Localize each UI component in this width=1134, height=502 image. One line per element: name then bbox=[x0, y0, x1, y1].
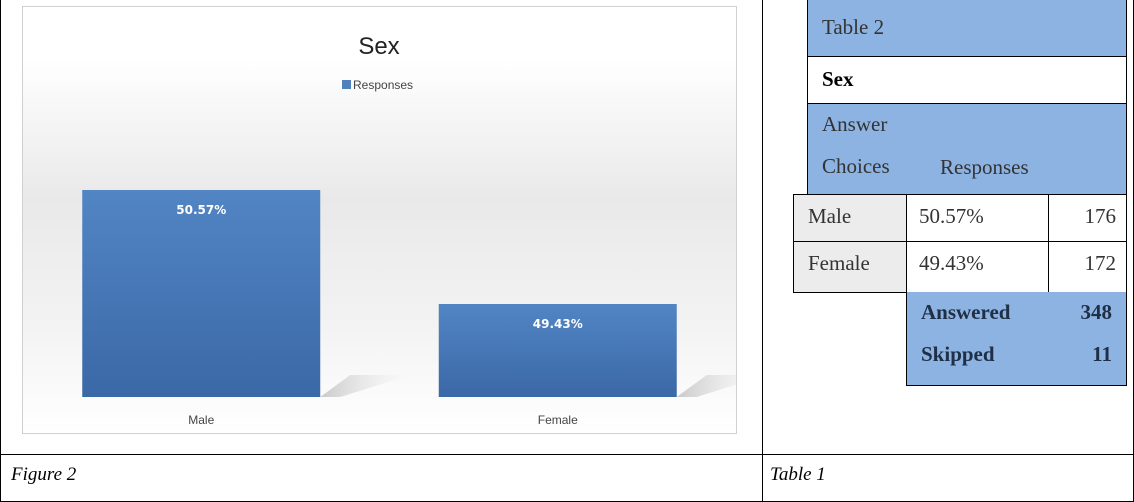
row-male-choice: Male bbox=[793, 194, 906, 241]
row-female-count: 172 bbox=[1048, 241, 1127, 293]
header-responses: Responses bbox=[940, 155, 1029, 179]
legend-swatch bbox=[342, 80, 351, 89]
skipped-value: 11 bbox=[1092, 342, 1112, 366]
summary-cell: Answered 348 Skipped 11 bbox=[906, 292, 1127, 386]
category-label-male: Male bbox=[188, 413, 214, 427]
category-label-female: Female bbox=[538, 413, 578, 427]
column-divider bbox=[762, 0, 763, 502]
bar-shadow-male bbox=[320, 375, 411, 397]
bar-chart: Sex Responses 50.57% Male 49.43% Female bbox=[82, 33, 736, 427]
caption-row-divider bbox=[0, 454, 1134, 455]
table-subheading-cell: Sex bbox=[807, 56, 1127, 103]
table-header-cell: Answer Choices Responses bbox=[807, 103, 1127, 194]
answered-value: 348 bbox=[1080, 300, 1113, 324]
row-female-percent: 49.43% bbox=[906, 241, 1048, 293]
row-male-percent: 50.57% bbox=[906, 194, 1048, 241]
figure-caption: Figure 2 bbox=[11, 464, 77, 485]
row-female-percent-text: 49.43% bbox=[919, 251, 984, 275]
table-heading: Table 2 bbox=[822, 15, 885, 39]
bar-shadow-female bbox=[676, 375, 736, 397]
row-male-choice-text: Male bbox=[808, 204, 852, 228]
answered-label: Answered bbox=[921, 300, 1011, 324]
table-caption: Table 1 bbox=[770, 464, 826, 485]
header-answer: Answer bbox=[822, 112, 888, 136]
row-female-count-text: 172 bbox=[1084, 251, 1117, 275]
row-female-choice-text: Female bbox=[808, 251, 870, 275]
skipped-label: Skipped bbox=[921, 342, 995, 366]
row-male-count: 176 bbox=[1048, 194, 1127, 241]
row-female-choice: Female bbox=[793, 241, 906, 293]
data-label-male: 50.57% bbox=[176, 203, 226, 217]
outer-border-left bbox=[0, 0, 1, 502]
response-table: Table 2 Sex Answer Choices Responses Mal… bbox=[793, 0, 1127, 386]
data-label-female: 49.43% bbox=[533, 317, 583, 331]
bar-female bbox=[438, 304, 677, 397]
header-choices: Choices bbox=[822, 154, 890, 178]
legend-label: Responses bbox=[353, 78, 413, 92]
row-male-percent-text: 50.57% bbox=[919, 204, 984, 228]
row-male-count-text: 176 bbox=[1084, 204, 1117, 228]
table-subheading: Sex bbox=[822, 67, 854, 91]
bar-male bbox=[82, 190, 321, 397]
chart-panel: Sex Responses 50.57% Male 49.43% Female bbox=[22, 6, 737, 434]
chart-title: Sex bbox=[358, 33, 399, 60]
table-heading-cell: Table 2 bbox=[807, 0, 1127, 56]
